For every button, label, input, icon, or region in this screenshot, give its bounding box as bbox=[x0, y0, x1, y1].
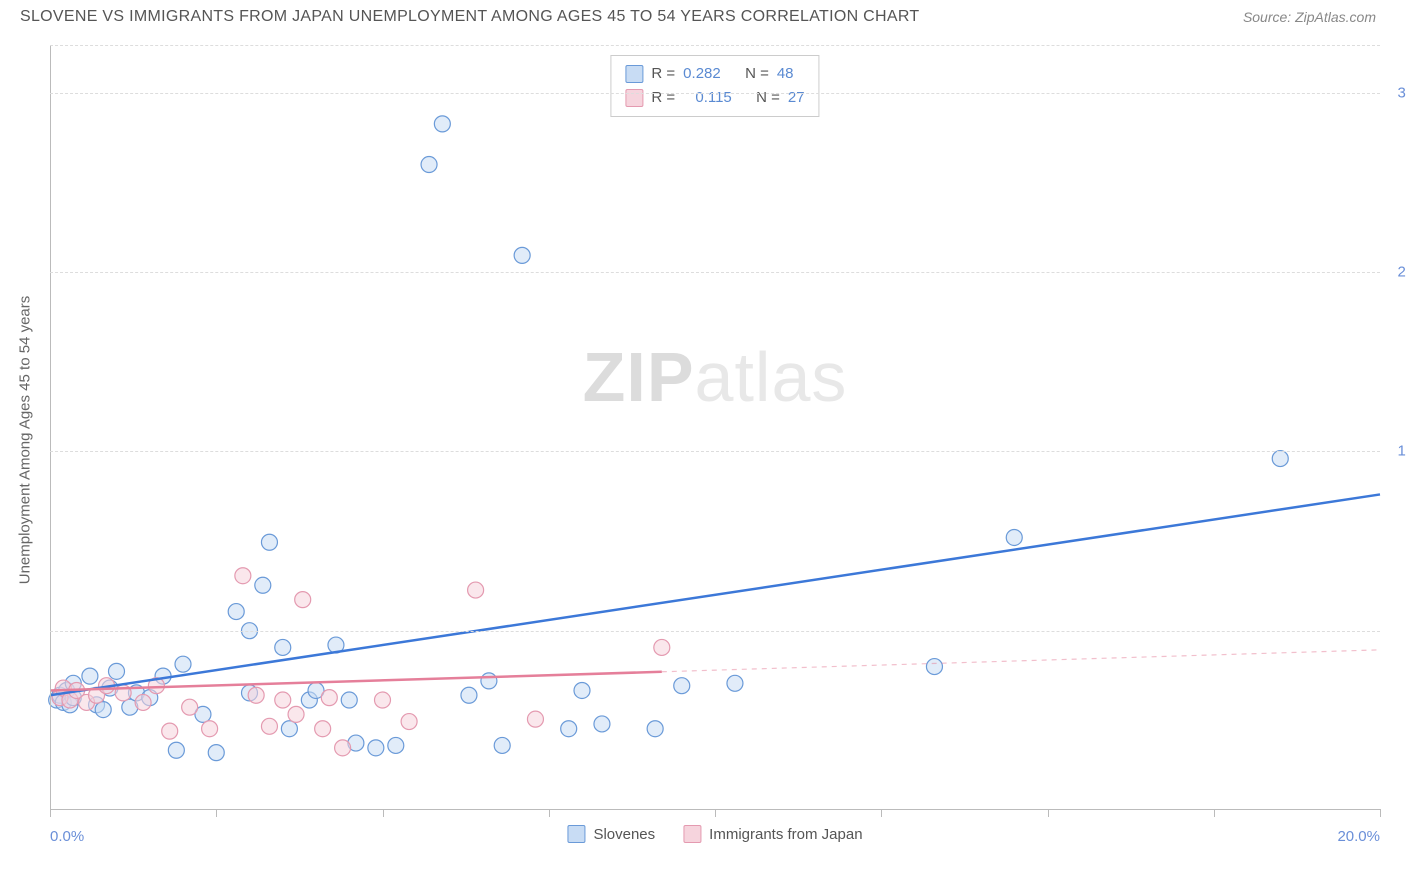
legend-label: Immigrants from Japan bbox=[709, 826, 862, 843]
stats-row-blue: R = 0.282 N = 48 bbox=[625, 62, 804, 86]
trend-line-dashed bbox=[662, 650, 1380, 672]
x-tick-mark bbox=[881, 809, 882, 817]
n-label: N = bbox=[756, 86, 780, 110]
data-point bbox=[647, 721, 663, 737]
data-point bbox=[168, 742, 184, 758]
data-point bbox=[255, 577, 271, 593]
data-point bbox=[315, 721, 331, 737]
y-tick-label: 30.0% bbox=[1397, 84, 1406, 101]
trend-line bbox=[50, 494, 1380, 695]
swatch-pink-icon bbox=[683, 825, 701, 843]
n-value-blue: 48 bbox=[777, 62, 794, 86]
data-point bbox=[421, 157, 437, 173]
r-label: R = bbox=[651, 86, 675, 110]
data-point bbox=[235, 568, 251, 584]
data-point bbox=[82, 668, 98, 684]
stats-row-pink: R = 0.115 N = 27 bbox=[625, 86, 804, 110]
header: SLOVENE VS IMMIGRANTS FROM JAPAN UNEMPLO… bbox=[0, 0, 1406, 30]
legend-label: Slovenes bbox=[593, 826, 655, 843]
y-axis-label: Unemployment Among Ages 45 to 54 years bbox=[17, 296, 34, 585]
grid-line bbox=[50, 93, 1380, 94]
data-point bbox=[375, 692, 391, 708]
x-tick-mark bbox=[383, 809, 384, 817]
legend-item-japan: Immigrants from Japan bbox=[683, 825, 862, 843]
x-tick-mark bbox=[1380, 809, 1381, 817]
data-point bbox=[368, 740, 384, 756]
swatch-blue-icon bbox=[625, 65, 643, 83]
n-value-pink: 27 bbox=[788, 86, 805, 110]
data-point bbox=[514, 247, 530, 263]
r-label: R = bbox=[651, 62, 675, 86]
data-point bbox=[727, 675, 743, 691]
data-point bbox=[321, 690, 337, 706]
data-point bbox=[275, 692, 291, 708]
data-point bbox=[275, 639, 291, 655]
n-label: N = bbox=[745, 62, 769, 86]
x-tick-label: 0.0% bbox=[50, 828, 84, 845]
x-tick-mark bbox=[549, 809, 550, 817]
data-point bbox=[281, 721, 297, 737]
x-tick-mark bbox=[1048, 809, 1049, 817]
data-point bbox=[162, 723, 178, 739]
data-point bbox=[468, 582, 484, 598]
scatter-plot bbox=[50, 45, 1380, 835]
data-point bbox=[388, 737, 404, 753]
source-label: Source: ZipAtlas.com bbox=[1243, 9, 1376, 25]
data-point bbox=[288, 706, 304, 722]
data-point bbox=[434, 116, 450, 132]
data-point bbox=[926, 659, 942, 675]
chart-title: SLOVENE VS IMMIGRANTS FROM JAPAN UNEMPLO… bbox=[20, 8, 920, 26]
data-point bbox=[1006, 529, 1022, 545]
data-point bbox=[261, 718, 277, 734]
r-value-blue: 0.282 bbox=[683, 62, 721, 86]
y-tick-label: 22.5% bbox=[1397, 264, 1406, 281]
data-point bbox=[561, 721, 577, 737]
data-point bbox=[1272, 451, 1288, 467]
data-point bbox=[481, 673, 497, 689]
grid-line bbox=[50, 45, 1380, 46]
grid-line bbox=[50, 272, 1380, 273]
x-tick-mark bbox=[715, 809, 716, 817]
data-point bbox=[248, 687, 264, 703]
data-point bbox=[674, 678, 690, 694]
data-point bbox=[261, 534, 277, 550]
data-point bbox=[461, 687, 477, 703]
data-point bbox=[401, 714, 417, 730]
x-tick-mark bbox=[50, 809, 51, 817]
data-point bbox=[654, 639, 670, 655]
data-point bbox=[95, 702, 111, 718]
grid-line bbox=[50, 631, 1380, 632]
data-point bbox=[109, 663, 125, 679]
stats-box: R = 0.282 N = 48 R = 0.115 N = 27 bbox=[610, 55, 819, 117]
data-point bbox=[182, 699, 198, 715]
bottom-legend: Slovenes Immigrants from Japan bbox=[567, 825, 862, 843]
data-point bbox=[527, 711, 543, 727]
data-point bbox=[208, 745, 224, 761]
x-tick-label: 20.0% bbox=[1337, 828, 1380, 845]
data-point bbox=[494, 737, 510, 753]
legend-item-slovenes: Slovenes bbox=[567, 825, 655, 843]
r-value-pink: 0.115 bbox=[695, 86, 731, 110]
grid-line bbox=[50, 451, 1380, 452]
y-tick-label: 15.0% bbox=[1397, 443, 1406, 460]
data-point bbox=[594, 716, 610, 732]
data-point bbox=[175, 656, 191, 672]
data-point bbox=[574, 682, 590, 698]
y-axis-line bbox=[50, 45, 51, 810]
chart-area: Unemployment Among Ages 45 to 54 years Z… bbox=[50, 45, 1380, 835]
data-point bbox=[135, 694, 151, 710]
swatch-pink-icon bbox=[625, 89, 643, 107]
data-point bbox=[295, 592, 311, 608]
data-point bbox=[228, 604, 244, 620]
data-point bbox=[341, 692, 357, 708]
data-point bbox=[202, 721, 218, 737]
x-tick-mark bbox=[216, 809, 217, 817]
x-tick-mark bbox=[1214, 809, 1215, 817]
swatch-blue-icon bbox=[567, 825, 585, 843]
data-point bbox=[335, 740, 351, 756]
